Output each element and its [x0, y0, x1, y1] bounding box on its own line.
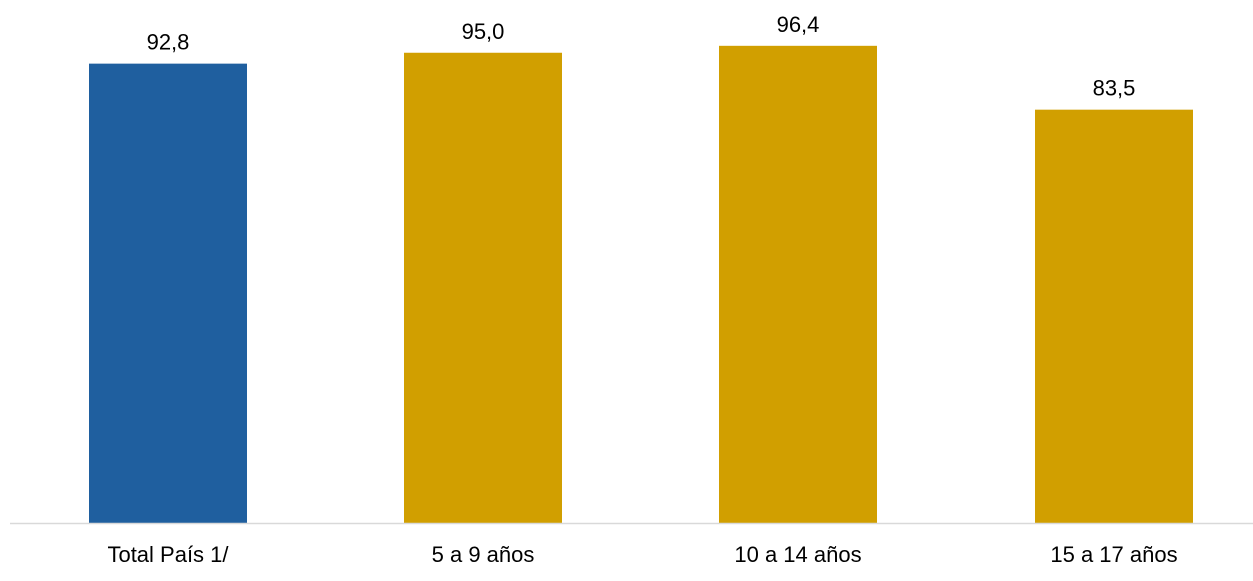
bar-2 [719, 45, 877, 523]
category-labels-layer: Total País 1/5 a 9 años 10 a 14 años 15 a … [107, 542, 1177, 567]
bars-layer [89, 45, 1193, 524]
bar-value-label-1: 95,0 [462, 19, 505, 44]
bar-1 [404, 52, 562, 523]
category-label-2: 10 a 14 años [734, 542, 861, 567]
category-label-3: 15 a 17 años [1050, 542, 1177, 567]
bar-0 [89, 63, 247, 523]
category-label-1: 5 a 9 años [432, 542, 535, 567]
category-label-0: Total País 1/ [107, 542, 229, 567]
value-labels-layer: 92,8 95,0 96,4 83,5 [147, 12, 1136, 101]
bar-value-label-0: 92,8 [147, 30, 190, 55]
bar-value-label-2: 96,4 [777, 12, 820, 37]
bar-value-label-3: 83,5 [1093, 76, 1136, 101]
bar-3 [1035, 109, 1193, 524]
